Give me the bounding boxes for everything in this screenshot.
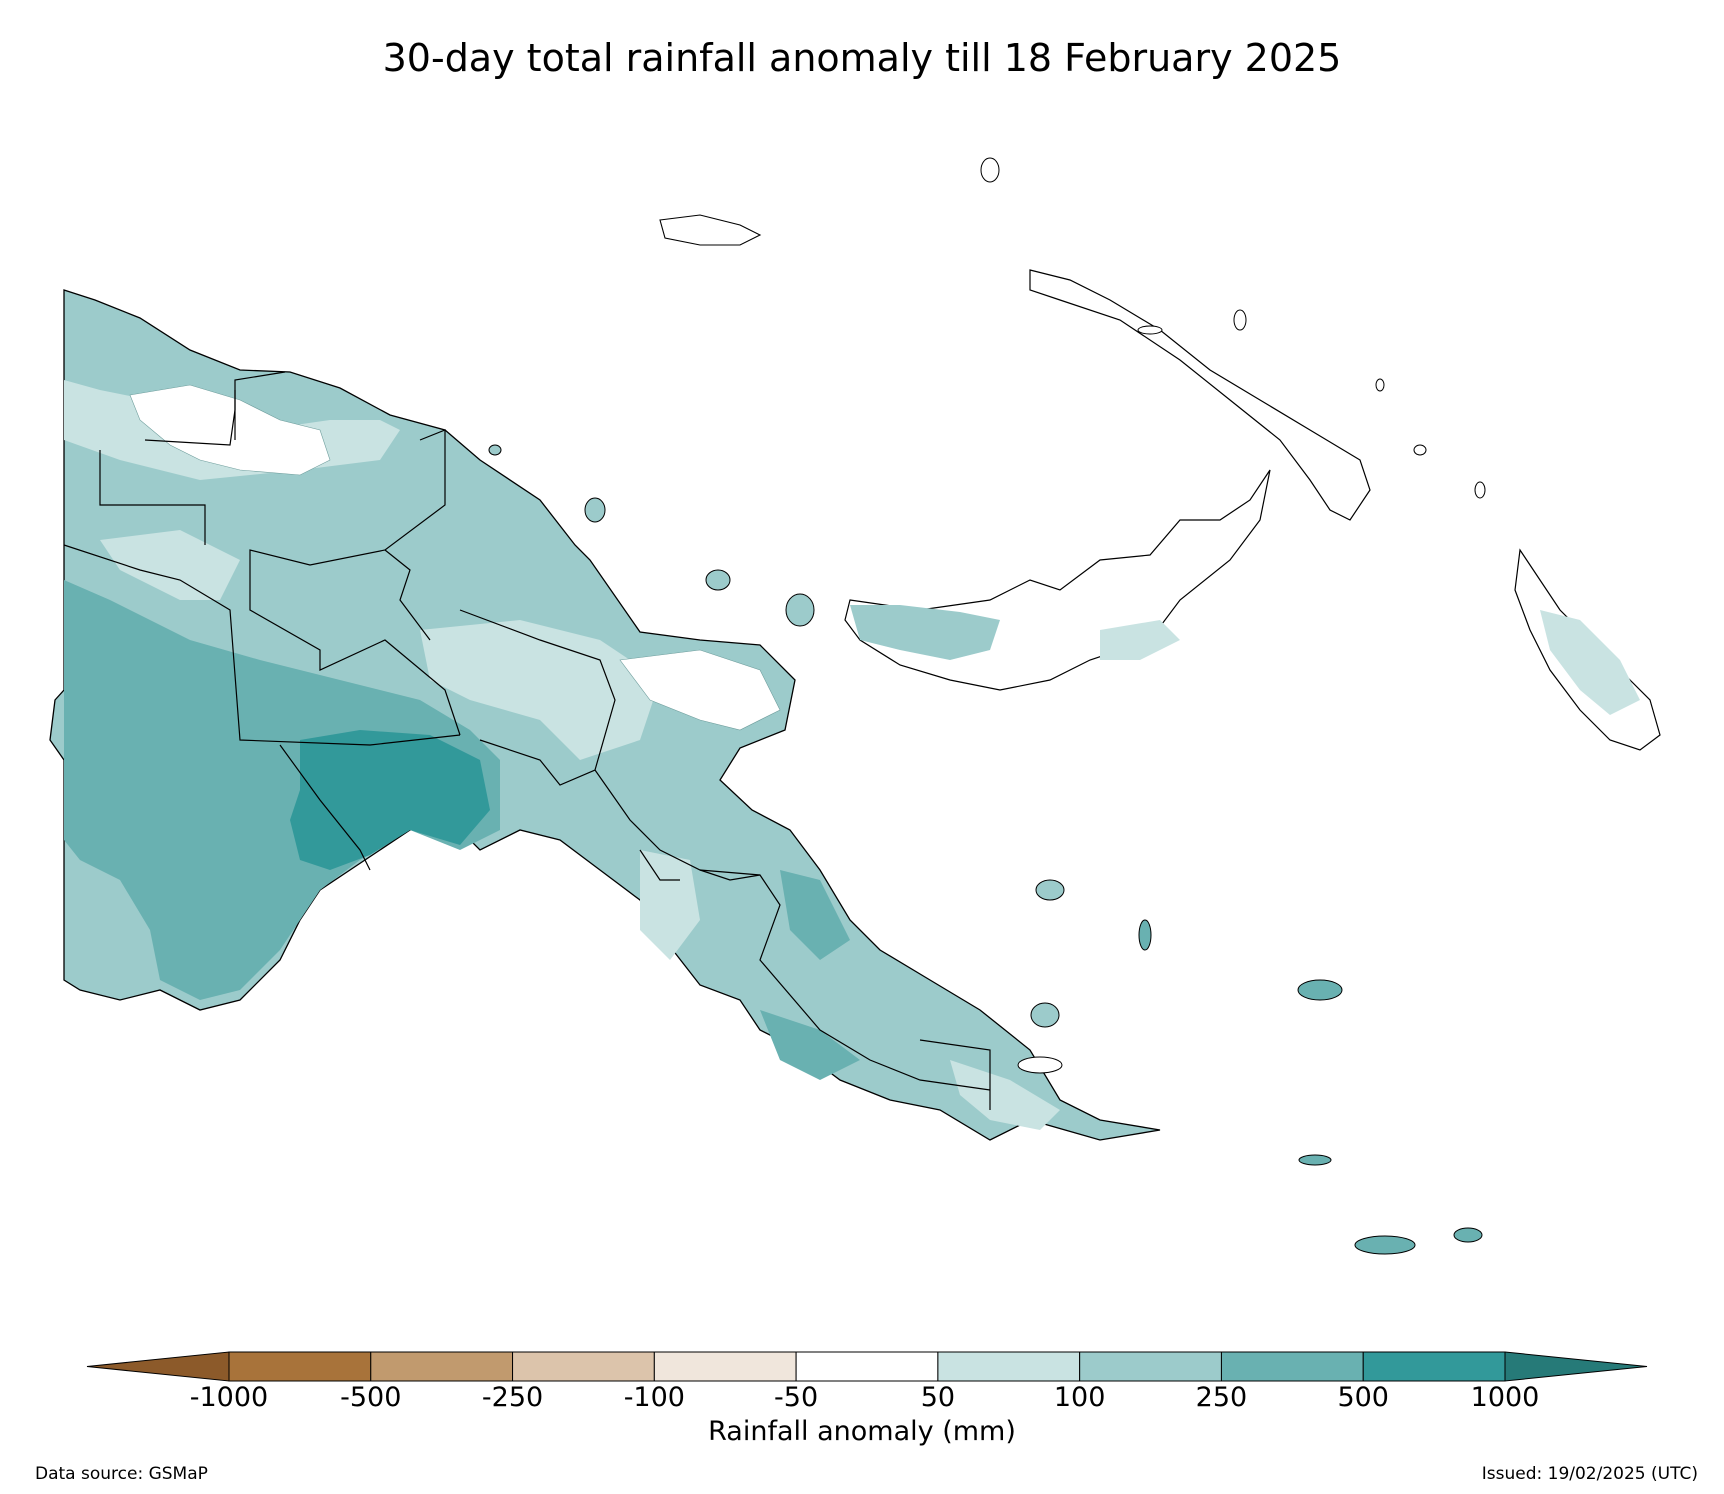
colorbar-bin bbox=[1362, 1351, 1506, 1382]
colorbar-tick-label: 50 bbox=[920, 1382, 956, 1413]
province-boundaries bbox=[63, 371, 991, 1110]
light-zone-southeast bbox=[640, 850, 700, 960]
rainfall-anomaly-map bbox=[49, 157, 1661, 1255]
colorbar-tick-label: -100 bbox=[623, 1382, 685, 1413]
mid-zone-se-coast bbox=[760, 1010, 860, 1080]
colorbar-tick-label: 500 bbox=[1337, 1382, 1389, 1413]
colorbar-bin bbox=[653, 1351, 797, 1382]
colorbar-bin bbox=[512, 1351, 655, 1382]
colorbar-tick-label: -250 bbox=[481, 1382, 544, 1413]
colorbar-bin bbox=[937, 1351, 1081, 1382]
colorbar-bin bbox=[370, 1351, 514, 1382]
light-zone-tip bbox=[950, 1060, 1060, 1130]
colorbar-bin bbox=[228, 1351, 372, 1382]
island-new-britain-light bbox=[1100, 620, 1180, 660]
colorbar-label: Rainfall anomaly (mm) bbox=[708, 1416, 1016, 1447]
colorbar-extend-high bbox=[1504, 1351, 1648, 1382]
colorbar bbox=[86, 1351, 1648, 1382]
light-zone-central bbox=[100, 530, 240, 600]
colorbar-tick-label: 100 bbox=[1053, 1382, 1106, 1413]
light-zone-highlands bbox=[420, 620, 660, 760]
issued-date-note: Issued: 19/02/2025 (UTC) bbox=[1481, 1464, 1698, 1484]
island-new-britain-wet bbox=[850, 605, 1000, 660]
data-source-note: Data source: GSMaP bbox=[35, 1464, 208, 1484]
colorbar-tick-label: 1000 bbox=[1470, 1382, 1540, 1413]
island-new-britain bbox=[844, 469, 1271, 691]
mid-zone-west bbox=[64, 580, 500, 1000]
colorbar-bin bbox=[1079, 1351, 1222, 1382]
small-islands bbox=[488, 157, 1486, 1255]
mid-zone-southeast bbox=[780, 870, 850, 960]
colorbar-extend-low bbox=[86, 1351, 230, 1382]
island-bougainville-wet bbox=[1540, 610, 1640, 715]
colorbar-bin bbox=[795, 1351, 939, 1382]
colorbar-tick-label: 250 bbox=[1195, 1382, 1248, 1413]
island-new-ireland bbox=[1029, 269, 1371, 521]
colorbar-bin bbox=[1220, 1351, 1364, 1382]
colorbar-tick-label: -1000 bbox=[189, 1382, 269, 1413]
white-zone-east bbox=[619, 649, 781, 731]
colorbar-tick-label: -500 bbox=[340, 1382, 402, 1413]
map-title: 30-day total rainfall anomaly till 18 Fe… bbox=[382, 36, 1342, 80]
island-manus bbox=[659, 214, 762, 246]
colorbar-tick-label: -50 bbox=[774, 1382, 819, 1413]
heavy-zone-fly-river bbox=[290, 730, 490, 870]
